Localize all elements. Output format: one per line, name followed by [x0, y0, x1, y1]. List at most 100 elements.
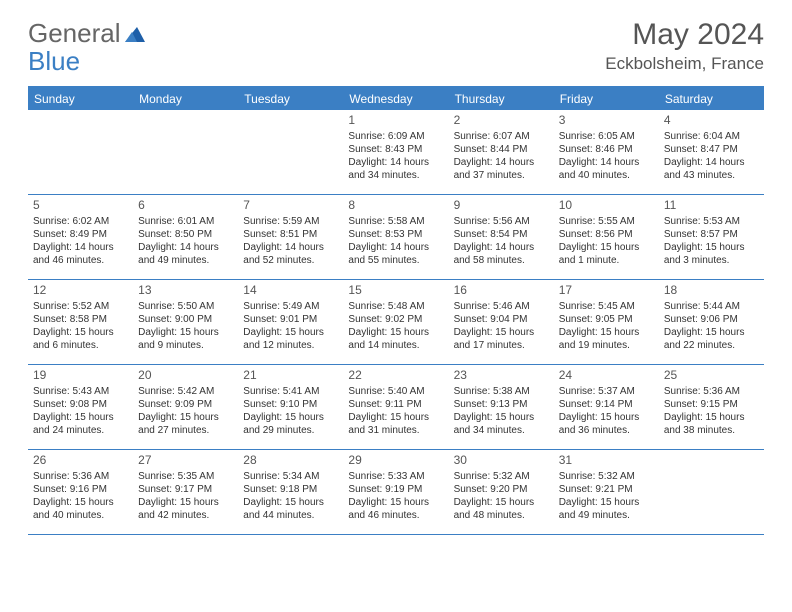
sunrise-line: Sunrise: 5:38 AM: [454, 385, 549, 398]
sunrise-line: Sunrise: 6:05 AM: [559, 130, 654, 143]
sunrise-line: Sunrise: 5:34 AM: [243, 470, 338, 483]
day-cell: 16Sunrise: 5:46 AMSunset: 9:04 PMDayligh…: [449, 280, 554, 364]
sunset-line: Sunset: 9:00 PM: [138, 313, 233, 326]
daylight-line-1: Daylight: 14 hours: [348, 241, 443, 254]
day-header-wed: Wednesday: [343, 88, 448, 110]
day-header-sun: Sunday: [28, 88, 133, 110]
sunset-line: Sunset: 8:58 PM: [33, 313, 128, 326]
daylight-line-1: Daylight: 15 hours: [348, 326, 443, 339]
sunrise-line: Sunrise: 5:36 AM: [664, 385, 759, 398]
daylight-line-2: and 43 minutes.: [664, 169, 759, 182]
title-block: May 2024 Eckbolsheim, France: [605, 18, 764, 74]
daylight-line-2: and 46 minutes.: [33, 254, 128, 267]
daylight-line-2: and 17 minutes.: [454, 339, 549, 352]
daylight-line-2: and 46 minutes.: [348, 509, 443, 522]
day-number: 2: [454, 113, 549, 129]
day-cell: 15Sunrise: 5:48 AMSunset: 9:02 PMDayligh…: [343, 280, 448, 364]
day-number: 3: [559, 113, 654, 129]
day-cell: 14Sunrise: 5:49 AMSunset: 9:01 PMDayligh…: [238, 280, 343, 364]
sunset-line: Sunset: 9:17 PM: [138, 483, 233, 496]
sunrise-line: Sunrise: 5:37 AM: [559, 385, 654, 398]
daylight-line-2: and 31 minutes.: [348, 424, 443, 437]
day-cell: [238, 110, 343, 194]
daylight-line-2: and 6 minutes.: [33, 339, 128, 352]
sunrise-line: Sunrise: 5:55 AM: [559, 215, 654, 228]
day-number: 7: [243, 198, 338, 214]
daylight-line-2: and 9 minutes.: [138, 339, 233, 352]
day-number: 15: [348, 283, 443, 299]
daylight-line-2: and 24 minutes.: [33, 424, 128, 437]
day-cell: [659, 450, 764, 534]
day-cell: 17Sunrise: 5:45 AMSunset: 9:05 PMDayligh…: [554, 280, 659, 364]
day-number: 16: [454, 283, 549, 299]
day-number: 5: [33, 198, 128, 214]
sunset-line: Sunset: 9:20 PM: [454, 483, 549, 496]
day-number: 27: [138, 453, 233, 469]
daylight-line-1: Daylight: 15 hours: [664, 241, 759, 254]
day-number: 31: [559, 453, 654, 469]
daylight-line-1: Daylight: 15 hours: [138, 326, 233, 339]
day-number: 9: [454, 198, 549, 214]
sunrise-line: Sunrise: 5:42 AM: [138, 385, 233, 398]
daylight-line-2: and 38 minutes.: [664, 424, 759, 437]
sunrise-line: Sunrise: 5:35 AM: [138, 470, 233, 483]
sunset-line: Sunset: 9:14 PM: [559, 398, 654, 411]
daylight-line-1: Daylight: 15 hours: [559, 241, 654, 254]
sunset-line: Sunset: 8:51 PM: [243, 228, 338, 241]
sunset-line: Sunset: 9:05 PM: [559, 313, 654, 326]
daylight-line-1: Daylight: 15 hours: [454, 411, 549, 424]
day-cell: 7Sunrise: 5:59 AMSunset: 8:51 PMDaylight…: [238, 195, 343, 279]
daylight-line-1: Daylight: 14 hours: [348, 156, 443, 169]
sunset-line: Sunset: 9:11 PM: [348, 398, 443, 411]
day-header-tue: Tuesday: [238, 88, 343, 110]
logo-text-1: General: [28, 18, 121, 49]
sunset-line: Sunset: 8:49 PM: [33, 228, 128, 241]
sunset-line: Sunset: 9:21 PM: [559, 483, 654, 496]
day-cell: 25Sunrise: 5:36 AMSunset: 9:15 PMDayligh…: [659, 365, 764, 449]
sunset-line: Sunset: 9:09 PM: [138, 398, 233, 411]
sunset-line: Sunset: 9:04 PM: [454, 313, 549, 326]
daylight-line-2: and 1 minute.: [559, 254, 654, 267]
sunset-line: Sunset: 8:57 PM: [664, 228, 759, 241]
day-number: 11: [664, 198, 759, 214]
week-row: 26Sunrise: 5:36 AMSunset: 9:16 PMDayligh…: [28, 450, 764, 535]
day-number: 19: [33, 368, 128, 384]
sunset-line: Sunset: 8:47 PM: [664, 143, 759, 156]
day-cell: 30Sunrise: 5:32 AMSunset: 9:20 PMDayligh…: [449, 450, 554, 534]
daylight-line-1: Daylight: 14 hours: [243, 241, 338, 254]
sunrise-line: Sunrise: 5:46 AM: [454, 300, 549, 313]
sunset-line: Sunset: 8:44 PM: [454, 143, 549, 156]
daylight-line-1: Daylight: 15 hours: [454, 496, 549, 509]
day-cell: [133, 110, 238, 194]
day-number: 22: [348, 368, 443, 384]
sunrise-line: Sunrise: 5:43 AM: [33, 385, 128, 398]
daylight-line-1: Daylight: 15 hours: [33, 411, 128, 424]
daylight-line-1: Daylight: 15 hours: [243, 411, 338, 424]
daylight-line-2: and 42 minutes.: [138, 509, 233, 522]
logo-text-2: Blue: [28, 46, 80, 77]
daylight-line-2: and 37 minutes.: [454, 169, 549, 182]
daylight-line-2: and 14 minutes.: [348, 339, 443, 352]
sunset-line: Sunset: 9:13 PM: [454, 398, 549, 411]
day-header-row: Sunday Monday Tuesday Wednesday Thursday…: [28, 88, 764, 110]
sunset-line: Sunset: 9:08 PM: [33, 398, 128, 411]
daylight-line-1: Daylight: 14 hours: [454, 156, 549, 169]
day-cell: 18Sunrise: 5:44 AMSunset: 9:06 PMDayligh…: [659, 280, 764, 364]
daylight-line-2: and 27 minutes.: [138, 424, 233, 437]
sunrise-line: Sunrise: 6:07 AM: [454, 130, 549, 143]
sunset-line: Sunset: 8:54 PM: [454, 228, 549, 241]
day-number: 25: [664, 368, 759, 384]
day-number: 1: [348, 113, 443, 129]
day-cell: 1Sunrise: 6:09 AMSunset: 8:43 PMDaylight…: [343, 110, 448, 194]
daylight-line-1: Daylight: 15 hours: [559, 326, 654, 339]
day-cell: 9Sunrise: 5:56 AMSunset: 8:54 PMDaylight…: [449, 195, 554, 279]
calendar: Sunday Monday Tuesday Wednesday Thursday…: [28, 86, 764, 535]
day-cell: 6Sunrise: 6:01 AMSunset: 8:50 PMDaylight…: [133, 195, 238, 279]
daylight-line-1: Daylight: 14 hours: [559, 156, 654, 169]
sunset-line: Sunset: 8:50 PM: [138, 228, 233, 241]
day-number: 30: [454, 453, 549, 469]
sunset-line: Sunset: 9:01 PM: [243, 313, 338, 326]
sunset-line: Sunset: 9:18 PM: [243, 483, 338, 496]
day-number: 20: [138, 368, 233, 384]
daylight-line-1: Daylight: 15 hours: [33, 496, 128, 509]
